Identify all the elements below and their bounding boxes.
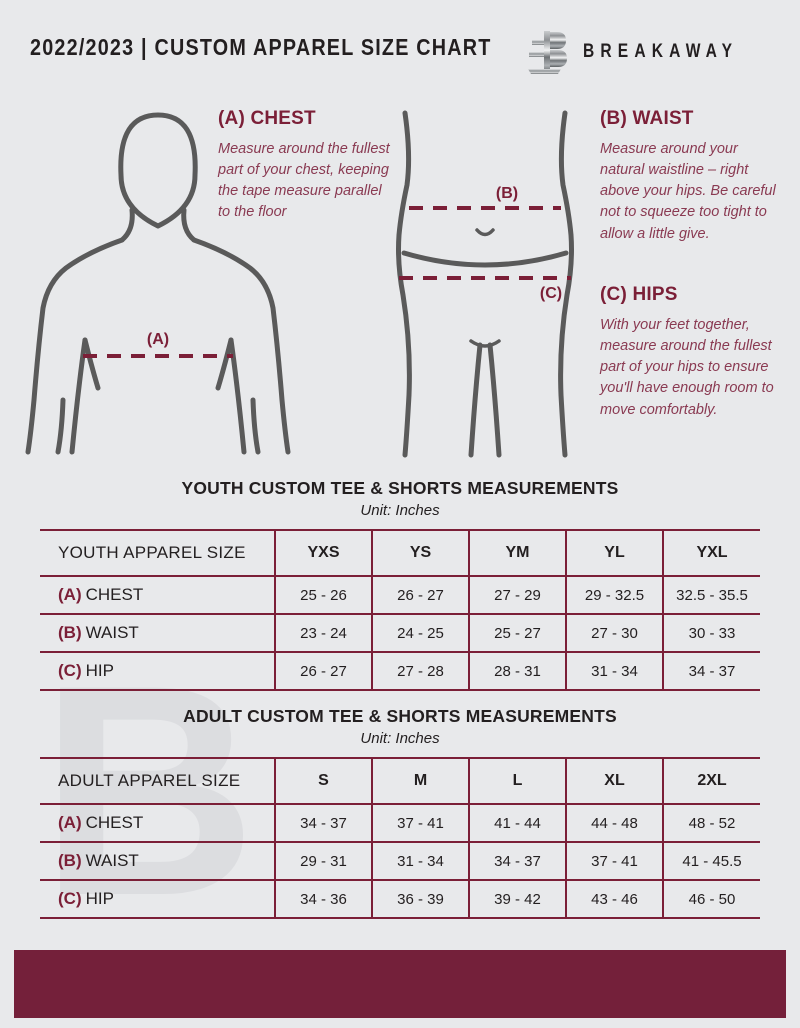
callout-waist-text: Measure around your natural waistline – … bbox=[600, 141, 776, 242]
adult-waist-m: 31 - 34 bbox=[371, 841, 469, 881]
adult-hip-l: 39 - 42 bbox=[468, 879, 566, 919]
table-header-row: YOUTH APPAREL SIZE YXS YS YM YL YXL bbox=[40, 529, 760, 577]
adult-chest-xl: 44 - 48 bbox=[565, 803, 663, 843]
adult-row-tag-hip: (C) bbox=[58, 889, 82, 908]
adult-row-name-hip: HIP bbox=[85, 889, 114, 908]
chest-measure-label: (A) bbox=[147, 331, 169, 348]
callout-chest-title: (A) CHEST bbox=[218, 108, 316, 129]
callout-hips-text: With your feet together, measure around … bbox=[600, 317, 774, 418]
callout-waist-title: (B) WAIST bbox=[600, 108, 694, 129]
adult-hip-m: 36 - 39 bbox=[371, 879, 469, 919]
youth-col-3: YL bbox=[565, 529, 663, 577]
adult-size-table: ADULT APPAREL SIZE S M L XL 2XL (A) CHEST… bbox=[40, 757, 760, 919]
youth-row-label-hip: (C) HIP bbox=[40, 651, 275, 691]
adult-row-label-hip: (C) HIP bbox=[40, 879, 275, 919]
brand-logo: BREAKAWAY bbox=[527, 28, 772, 76]
callout-hips: (C) HIPS With your feet together, measur… bbox=[600, 284, 780, 421]
youth-chest-yl: 29 - 32.5 bbox=[565, 575, 663, 615]
adult-chest-2xl: 48 - 52 bbox=[662, 803, 760, 843]
adult-chest-m: 37 - 41 bbox=[371, 803, 469, 843]
callout-chest: (A) CHEST Measure around the fullest par… bbox=[218, 108, 393, 224]
adult-row-header: ADULT APPAREL SIZE bbox=[40, 757, 275, 805]
youth-row-label-waist: (B) WAIST bbox=[40, 613, 275, 653]
youth-chest-yxl: 32.5 - 35.5 bbox=[662, 575, 760, 615]
page-header: 2022/2023 | CUSTOM APPAREL SIZE CHART bbox=[0, 28, 800, 80]
youth-waist-ym: 25 - 27 bbox=[468, 613, 566, 653]
youth-row-header: YOUTH APPAREL SIZE bbox=[40, 529, 275, 577]
youth-col-2: YM bbox=[468, 529, 566, 577]
adult-row-name-waist: WAIST bbox=[85, 851, 139, 870]
callout-waist: (B) WAIST Measure around your natural wa… bbox=[600, 108, 780, 245]
adult-chest-l: 41 - 44 bbox=[468, 803, 566, 843]
callout-hips-title: (C) HIPS bbox=[600, 284, 678, 305]
waist-measure-label: (B) bbox=[496, 185, 518, 202]
youth-table-title: YOUTH CUSTOM TEE & SHORTS MEASUREMENTS bbox=[181, 478, 619, 498]
adult-col-0: S bbox=[274, 757, 372, 805]
youth-hip-ys: 27 - 28 bbox=[371, 651, 469, 691]
youth-row-tag-waist: (B) bbox=[58, 623, 82, 642]
youth-waist-yxs: 23 - 24 bbox=[274, 613, 372, 653]
youth-table-block: YOUTH CUSTOM TEE & SHORTS MEASUREMENTS U… bbox=[40, 478, 760, 691]
youth-chest-yxs: 25 - 26 bbox=[274, 575, 372, 615]
youth-hip-yxs: 26 - 27 bbox=[274, 651, 372, 691]
adult-chest-s: 34 - 37 bbox=[274, 803, 372, 843]
youth-row-name-hip: HIP bbox=[85, 661, 114, 680]
youth-waist-yxl: 30 - 33 bbox=[662, 613, 760, 653]
table-header-row: ADULT APPAREL SIZE S M L XL 2XL bbox=[40, 757, 760, 805]
page-title: 2022/2023 | CUSTOM APPAREL SIZE CHART bbox=[30, 34, 492, 60]
adult-row-label-chest: (A) CHEST bbox=[40, 803, 275, 843]
adult-row-tag-waist: (B) bbox=[58, 851, 82, 870]
table-row: (B) WAIST 29 - 31 31 - 34 34 - 37 37 - 41… bbox=[40, 841, 760, 881]
callout-chest-text: Measure around the fullest part of your … bbox=[218, 141, 390, 221]
youth-hip-yxl: 34 - 37 bbox=[662, 651, 760, 691]
table-row: (A) CHEST 34 - 37 37 - 41 41 - 44 44 - 48… bbox=[40, 803, 760, 843]
youth-row-tag-hip: (C) bbox=[58, 661, 82, 680]
table-row: (B) WAIST 23 - 24 24 - 25 25 - 27 27 - 30… bbox=[40, 613, 760, 653]
table-row: (C) HIP 26 - 27 27 - 28 28 - 31 31 - 34 3… bbox=[40, 651, 760, 691]
youth-hip-ym: 28 - 31 bbox=[468, 651, 566, 691]
lower-body-figure: (B) (C) bbox=[396, 110, 574, 458]
adult-waist-xl: 37 - 41 bbox=[565, 841, 663, 881]
breakaway-b-monogram-icon bbox=[527, 31, 567, 74]
adult-row-label-waist: (B) WAIST bbox=[40, 841, 275, 881]
youth-waist-yl: 27 - 30 bbox=[565, 613, 663, 653]
adult-waist-l: 34 - 37 bbox=[468, 841, 566, 881]
youth-size-table: YOUTH APPAREL SIZE YXS YS YM YL YXL (A) C… bbox=[40, 529, 760, 691]
upper-body-figure: (A) bbox=[25, 112, 291, 455]
adult-table-unit: Unit: Inches bbox=[360, 730, 440, 747]
youth-row-name-chest: CHEST bbox=[85, 585, 144, 604]
youth-table-unit: Unit: Inches bbox=[360, 502, 440, 519]
adult-col-4: 2XL bbox=[662, 757, 760, 805]
adult-waist-2xl: 41 - 45.5 bbox=[662, 841, 760, 881]
youth-row-label-chest: (A) CHEST bbox=[40, 575, 275, 615]
youth-hip-yl: 31 - 34 bbox=[565, 651, 663, 691]
adult-hip-2xl: 46 - 50 bbox=[662, 879, 760, 919]
adult-col-2: L bbox=[468, 757, 566, 805]
table-row: (C) HIP 34 - 36 36 - 39 39 - 42 43 - 46 4… bbox=[40, 879, 760, 919]
brand-name: BREAKAWAY bbox=[582, 41, 738, 62]
adult-table-title: ADULT CUSTOM TEE & SHORTS MEASUREMENTS bbox=[183, 706, 617, 726]
footer-band bbox=[14, 950, 786, 1018]
hips-measure-label: (C) bbox=[540, 285, 562, 302]
youth-row-name-waist: WAIST bbox=[85, 623, 139, 642]
adult-col-3: XL bbox=[565, 757, 663, 805]
youth-col-0: YXS bbox=[274, 529, 372, 577]
youth-chest-ys: 26 - 27 bbox=[371, 575, 469, 615]
adult-hip-xl: 43 - 46 bbox=[565, 879, 663, 919]
adult-row-tag-chest: (A) bbox=[58, 813, 82, 832]
adult-row-name-chest: CHEST bbox=[85, 813, 144, 832]
youth-col-4: YXL bbox=[662, 529, 760, 577]
youth-waist-ys: 24 - 25 bbox=[371, 613, 469, 653]
youth-row-tag-chest: (A) bbox=[58, 585, 82, 604]
adult-table-block: ADULT CUSTOM TEE & SHORTS MEASUREMENTS U… bbox=[40, 706, 760, 919]
adult-hip-s: 34 - 36 bbox=[274, 879, 372, 919]
youth-chest-ym: 27 - 29 bbox=[468, 575, 566, 615]
table-row: (A) CHEST 25 - 26 26 - 27 27 - 29 29 - 32… bbox=[40, 575, 760, 615]
measurement-figures: (A) (B) (C) bbox=[0, 100, 800, 470]
adult-col-1: M bbox=[371, 757, 469, 805]
adult-waist-s: 29 - 31 bbox=[274, 841, 372, 881]
youth-col-1: YS bbox=[371, 529, 469, 577]
